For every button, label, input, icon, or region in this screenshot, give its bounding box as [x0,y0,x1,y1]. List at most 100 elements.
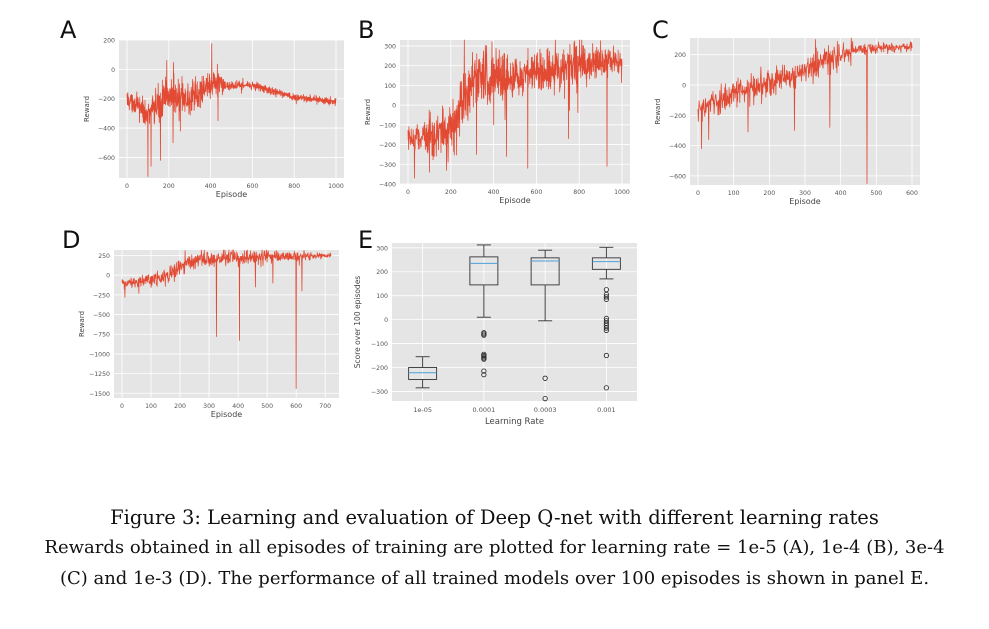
panel-b-ytick-label: −400 [379,182,396,189]
panel-a-ytick-label: 200 [103,38,115,45]
panel-c-xtick-label: 100 [728,190,740,197]
panel-e-plot-area [392,243,637,401]
panel-e-ytick-label: −300 [371,389,388,396]
panel-e-outlier [603,352,609,359]
figure-caption-line-1: Rewards obtained in all episodes of trai… [44,537,945,558]
panel-b-xtick-label: 800 [573,189,585,196]
panel-e-xtick-label: 0.0001 [473,406,496,414]
panel-e-outlier [542,396,548,402]
panel-e-xtick-label: 1e-05 [413,406,432,414]
panel-c-xtick-label: 200 [763,190,775,197]
panel-d-xtick-label: 500 [261,403,273,410]
panel-c-xtick-label: 400 [835,190,847,197]
panel-d-ytick-label: −500 [93,312,110,319]
panel-e-outlier [603,294,609,300]
panel-d-xtick-label: 200 [174,403,186,410]
panel-d-ylabel: Reward [78,311,86,337]
panel-a-xtick-label: 1000 [328,183,344,190]
panel-d-xtick-label: 700 [319,403,331,410]
panel-e-xlabel: Learning Rate [485,417,544,427]
panel-d-ytick-label: −1250 [89,371,110,378]
panel-b-ytick-label: 100 [384,83,396,90]
panel-e-ytick-label: −100 [371,341,388,348]
panel-d-xtick-label: 100 [145,403,157,410]
panel-a-xtick-label: 800 [288,183,300,190]
panel-d-xtick-label: 0 [120,403,124,410]
panel-d-ytick-label: −1000 [89,351,110,358]
panel-d-xtick-label: 300 [203,403,215,410]
panel-c-xtick-label: 300 [799,190,811,197]
panel-a-ylabel: Reward [83,96,91,122]
panel-a-letter: A [60,16,77,44]
panel-c-ytick-label: −200 [669,113,686,120]
panel-b-xtick-label: 1000 [614,189,630,196]
panel-e-xtick-label: 0.001 [597,406,616,414]
panel-e-ytick-label: 100 [376,293,388,300]
panel-c-ytick-label: 0 [682,82,686,89]
panel-e-letter: E [358,226,373,254]
panel-b-xtick-label: 200 [445,189,457,196]
panel-b-xlabel: Episode [499,196,530,205]
panel-e-outlier [481,368,487,374]
panel-c-xtick-label: 0 [696,190,700,197]
panel-a-ytick-label: −600 [98,155,115,162]
panel-c-ytick-label: −600 [669,173,686,180]
panel-d-xtick-label: 600 [290,403,302,410]
panel-e-box-iqr [408,367,438,380]
panel-b-ytick-label: 300 [384,43,396,50]
panel-e-box-iqr [591,257,621,270]
panel-c-ytick-label: −400 [669,143,686,150]
panel-e-outlier [603,325,609,331]
panel-e-outlier [603,327,609,333]
panel-b-ytick-label: 0 [392,103,396,110]
panel-c-letter: C [652,16,669,44]
panel-e-ytick-label: 0 [384,317,388,324]
panel-b-reward-line [407,39,623,179]
panel-b-ytick-label: 200 [384,63,396,70]
panel-a-xtick-label: 0 [125,183,129,190]
panel-b-xtick-label: 0 [406,189,410,196]
panel-e-xtick-label: 0.0003 [534,406,557,414]
panel-b-ytick-label: −300 [379,162,396,169]
panel-b-ytick-label: −100 [379,122,396,129]
panel-c-reward-line [697,37,913,184]
panel-d-plot-area [114,250,339,398]
panel-b-xtick-label: 400 [488,189,500,196]
panel-a-reward-line [126,43,337,177]
figure-caption-title: Figure 3: Learning and evaluation of Dee… [110,506,879,529]
panel-d-reward-line [121,249,332,389]
panel-e-box-0 [408,356,438,389]
panel-b-letter: B [358,16,374,44]
panel-c-ytick-label: 200 [674,52,686,59]
panel-b-ylabel: Reward [364,99,372,125]
panel-e-outlier [603,296,609,302]
panel-e-ylabel: Score over 100 episodes [353,276,362,369]
panel-b-ytick-label: −200 [379,142,396,149]
panel-a-ytick-label: −400 [98,126,115,133]
panel-d-ytick-label: −750 [93,332,110,339]
figure-caption-line-2: (C) and 1e-3 (D). The performance of all… [59,568,930,589]
panel-c-xtick-label: 500 [870,190,882,197]
panel-e-box-2 [530,249,560,402]
panel-a-xtick-label: 400 [205,183,217,190]
panel-d-xlabel: Episode [211,410,242,419]
panel-c-ylabel: Reward [654,98,662,124]
panel-e-ytick-label: 200 [376,269,388,276]
panel-a-plot-area [119,40,344,178]
panel-b-xtick-label: 600 [530,189,542,196]
panel-a-xlabel: Episode [216,190,247,199]
panel-e-outlier [542,375,548,381]
panel-d-ytick-label: 250 [98,253,110,260]
panel-c-xtick-label: 600 [906,190,918,197]
panel-e-outlier [481,356,487,362]
panel-e-box-iqr [530,257,560,286]
panel-e-outlier [481,372,487,378]
panel-d-ytick-label: 0 [106,273,110,280]
panel-e-box-1 [469,244,499,378]
panel-e-ytick-label: 300 [376,245,388,252]
panel-a-ytick-label: −200 [98,96,115,103]
panel-e-outlier [481,332,487,338]
panel-e-box-iqr [469,256,499,286]
panel-e-box-3 [591,246,621,391]
